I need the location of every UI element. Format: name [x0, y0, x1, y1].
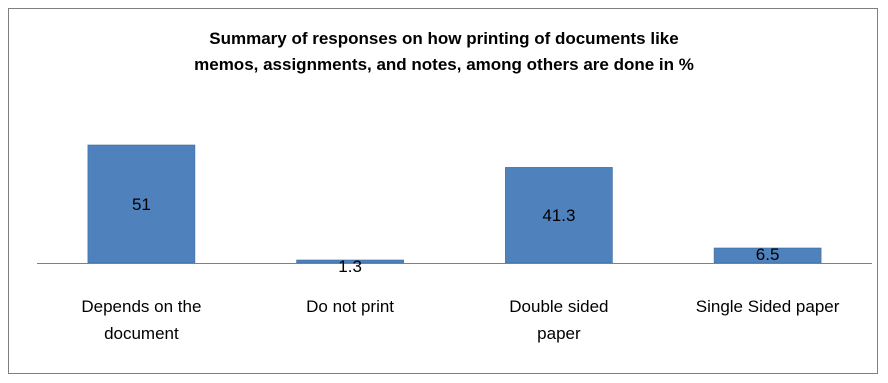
category-label-single-sided-paper: Single Sided paper	[696, 297, 840, 316]
data-label-single-sided-paper: 6.5	[756, 245, 780, 264]
category-label-do-not-print: Do not print	[306, 297, 394, 316]
chart-title-line-1: Summary of responses on how printing of …	[209, 29, 679, 48]
data-label-do-not-print: 1.3	[338, 257, 362, 276]
category-labels-layer: Depends on the document Do not print Double…	[81, 297, 839, 343]
category-label-line: document	[104, 324, 179, 343]
bar-depends-on-the-document	[87, 144, 196, 264]
category-label-line: Do not print	[306, 297, 394, 316]
category-label-depends-on-the-document: Depends on the document	[81, 297, 201, 343]
category-label-line: paper	[537, 324, 581, 343]
chart-title: Summary of responses on how printing of …	[0, 26, 888, 78]
data-labels-layer: 51 1.3 41.3 6.5	[132, 195, 779, 276]
chart-title-line-2: memos, assignments, and notes, among oth…	[194, 55, 694, 74]
category-label-line: Single Sided paper	[696, 297, 840, 316]
bar-double-sided-paper	[505, 167, 613, 264]
data-label-double-sided-paper: 41.3	[542, 206, 575, 225]
category-label-line: Double sided	[509, 297, 608, 316]
bars-layer	[87, 144, 822, 264]
data-label-depends-on-the-document: 51	[132, 195, 151, 214]
category-label-double-sided-paper: Double sided paper	[509, 297, 608, 343]
category-label-line: Depends on the	[81, 297, 201, 316]
